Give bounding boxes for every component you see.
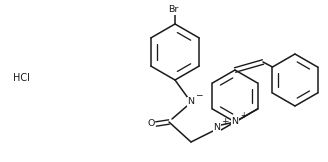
Text: O: O xyxy=(147,120,155,128)
Text: N: N xyxy=(214,123,220,133)
Text: N: N xyxy=(232,117,238,127)
Text: N: N xyxy=(188,98,195,106)
Text: +: + xyxy=(240,110,246,120)
Text: HCl: HCl xyxy=(13,73,30,83)
Text: +: + xyxy=(221,116,229,126)
Text: Br: Br xyxy=(168,6,178,15)
Text: −: − xyxy=(195,91,203,99)
